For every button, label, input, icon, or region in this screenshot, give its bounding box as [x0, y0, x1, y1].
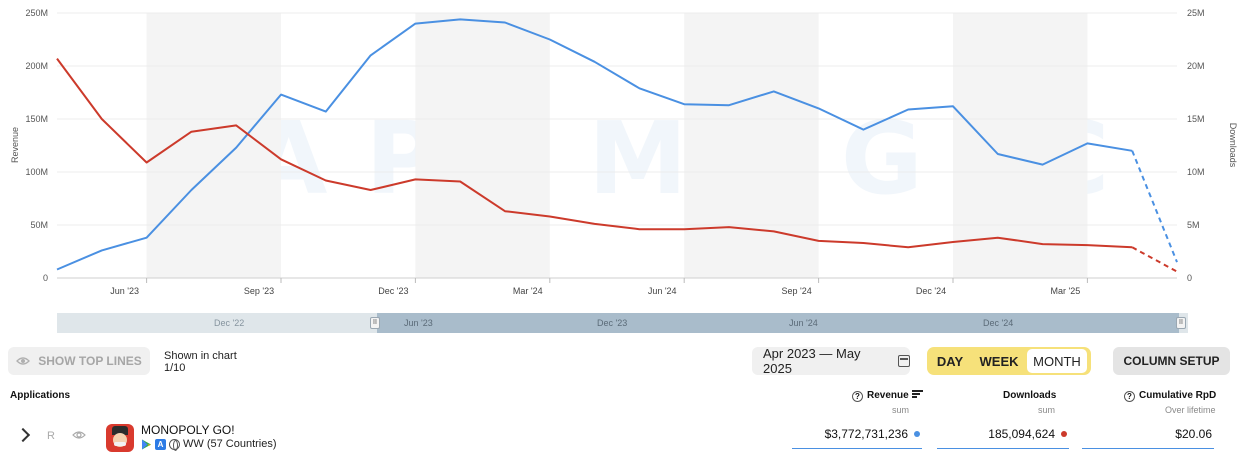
x-tick-label: Jun '23 — [110, 286, 139, 296]
show-top-lines-label: SHOW TOP LINES — [38, 354, 142, 368]
column-setup-button[interactable]: COLUMN SETUP — [1113, 347, 1230, 375]
y-axis-label-right: Downloads — [1228, 123, 1238, 168]
navigator-label: Jun '23 — [404, 318, 433, 328]
y-tick-label-right: 20M — [1187, 61, 1205, 71]
downloads-header-sub: sum — [1038, 405, 1056, 415]
rpd-cell: $20.06 — [1082, 427, 1214, 449]
x-tick-label: Jun '24 — [648, 286, 677, 296]
navigator-right-handle[interactable]: II — [1176, 317, 1186, 329]
column-header-applications: Applications — [10, 390, 71, 401]
eye-icon — [16, 357, 31, 365]
navigator-label: Dec '22 — [214, 318, 245, 328]
downloads-series-dot — [1061, 431, 1067, 437]
y-tick-label-left: 50M — [30, 220, 48, 230]
date-range-value: Apr 2023 — May 2025 — [763, 346, 861, 376]
google-play-icon — [142, 439, 151, 449]
navigator-left-handle[interactable]: II — [370, 317, 380, 329]
show-top-lines-button[interactable]: SHOW TOP LINES — [8, 347, 150, 375]
line-chart-svg: 0 50M 100M 150M 200M 250M 0 5M 10M 15M 20M 25M Reven… — [10, 8, 1238, 296]
x-tick-label: Mar '25 — [1051, 286, 1081, 296]
y-axis-label-left: Revenue — [10, 127, 20, 163]
x-tick-label: Dec '24 — [916, 286, 946, 296]
shown-in-chart-count: 1/10 — [164, 362, 186, 374]
y-tick-label-left: 250M — [25, 8, 48, 18]
app-platforms: A WW (57 Countries) — [141, 438, 277, 451]
row-badge: R — [47, 430, 55, 442]
app-icon — [106, 424, 134, 452]
shaded-quarter — [684, 13, 819, 278]
shaded-quarter — [146, 13, 281, 278]
revenue-header-sub: sum — [892, 405, 910, 415]
range-navigator[interactable]: Dec '22 Jun '23 Dec '23 Jun '24 Dec '24 … — [57, 313, 1188, 333]
downloads-cell: 185,094,624 — [937, 427, 1069, 449]
app-store-icon: A — [155, 438, 166, 450]
column-header-downloads[interactable]: Downloads — [1003, 390, 1057, 401]
eye-icon[interactable] — [72, 430, 86, 440]
series-line-partial-downloads — [1131, 246, 1178, 273]
period-day-button[interactable]: DAY — [936, 353, 964, 369]
column-header-revenue[interactable]: ? Revenue — [852, 390, 923, 402]
navigator-label: Jun '24 — [789, 318, 818, 328]
y-tick-label-right: 5M — [1187, 220, 1200, 230]
navigator-selected-range[interactable]: Jun '23 Dec '23 Jun '24 Dec '24 — [377, 313, 1179, 333]
help-icon[interactable]: ? — [1124, 391, 1135, 402]
revenue-header-label: Revenue — [867, 390, 909, 401]
period-selector: DAY WEEK MONTH — [927, 347, 1091, 375]
rpd-header-sub: Over lifetime — [1165, 405, 1216, 415]
x-tick-label: Dec '23 — [378, 286, 408, 296]
period-month-button[interactable]: MONTH — [1025, 347, 1089, 375]
series-line-revenue — [56, 18, 1133, 271]
y-tick-label-left: 0 — [43, 273, 48, 283]
y-tick-label-right: 10M — [1187, 167, 1205, 177]
navigator-label: Dec '24 — [983, 318, 1014, 328]
y-tick-label-right: 0 — [1187, 273, 1192, 283]
shaded-quarter — [953, 13, 1088, 278]
chevron-right-icon[interactable] — [15, 427, 31, 443]
column-header-rpd[interactable]: ? Cumulative RpD — [1124, 390, 1216, 402]
shown-in-chart-label: Shown in chart — [164, 350, 237, 362]
y-tick-label-right: 25M — [1187, 8, 1205, 18]
period-week-button[interactable]: WEEK — [979, 353, 1019, 369]
series-line-partial-revenue — [1131, 150, 1178, 263]
table-row[interactable]: R MONOPOLY GO! A WW (57 Countries) $3,77… — [0, 418, 1240, 458]
rpd-value: $20.06 — [1175, 427, 1212, 441]
date-range-picker[interactable]: Apr 2023 — May 2025 — [752, 346, 910, 376]
shown-in-chart: Shown in chart 1/10 — [164, 350, 237, 374]
shaded-quarter — [415, 13, 550, 278]
x-tick-label: Mar '24 — [513, 286, 543, 296]
rpd-header-label: Cumulative RpD — [1139, 390, 1217, 401]
series-line-downloads — [56, 58, 1133, 249]
downloads-value: 185,094,624 — [988, 427, 1055, 441]
y-tick-label-right: 15M — [1187, 114, 1205, 124]
revenue-series-dot — [914, 431, 920, 437]
revenue-value: $3,772,731,236 — [824, 427, 908, 441]
help-icon[interactable]: ? — [852, 391, 863, 402]
app-name[interactable]: MONOPOLY GO! — [141, 423, 235, 437]
y-tick-label-left: 200M — [25, 61, 48, 71]
y-tick-label-left: 100M — [25, 167, 48, 177]
x-tick-label: Sep '23 — [244, 286, 274, 296]
navigator-label: Dec '23 — [597, 318, 628, 328]
app-region: WW (57 Countries) — [183, 438, 277, 450]
revenue-downloads-chart[interactable]: APPMAGIC 050M100M150M200M250M05M10M15M20… — [0, 0, 1240, 305]
sort-desc-icon[interactable] — [911, 390, 923, 398]
toolbar: SHOW TOP LINES Shown in chart 1/10 Apr 2… — [0, 345, 1240, 379]
calendar-icon — [898, 355, 910, 367]
globe-icon — [169, 438, 180, 451]
revenue-cell: $3,772,731,236 — [792, 427, 922, 449]
x-tick-label: Sep '24 — [781, 286, 811, 296]
y-tick-label-left: 150M — [25, 114, 48, 124]
